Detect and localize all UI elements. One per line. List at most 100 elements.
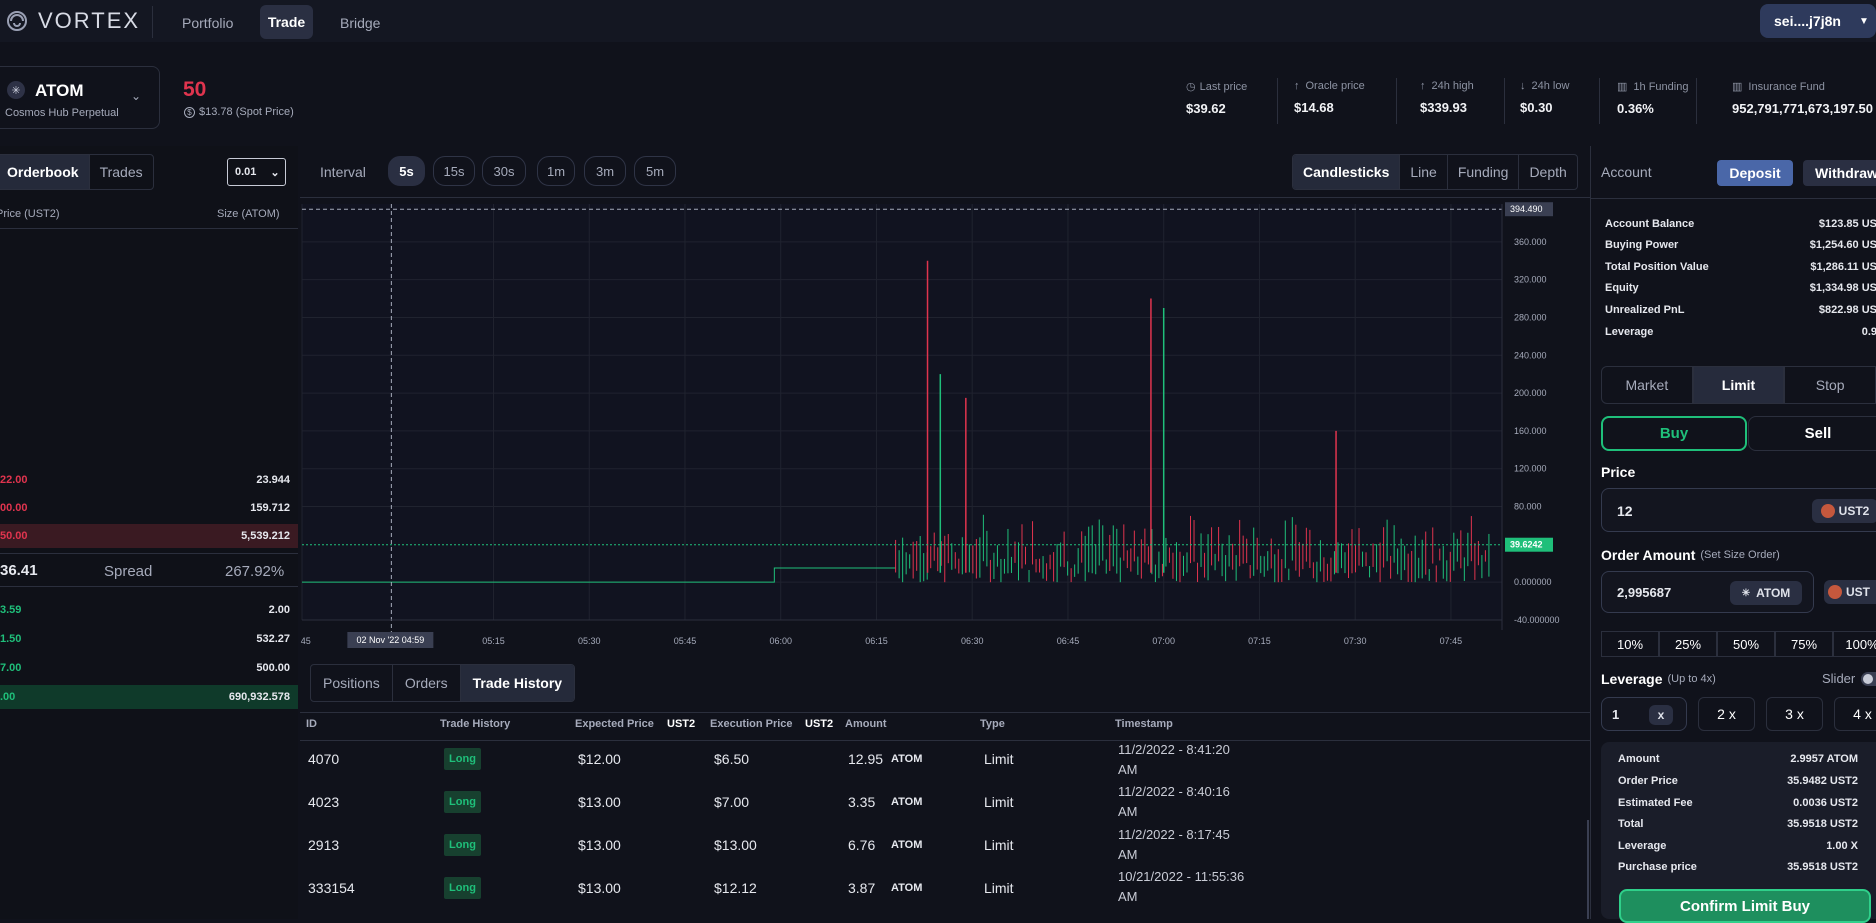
withdraw-button[interactable]: Withdraw	[1803, 160, 1876, 186]
ask-row[interactable]: 22.00 23.944	[0, 474, 290, 486]
tab-trade-history[interactable]: Trade History	[460, 665, 575, 701]
wallet-button[interactable]: sei....j7j8n ▼	[1760, 4, 1876, 38]
percent-10-button[interactable]: 10%	[1601, 631, 1659, 657]
price-value: 12	[1617, 503, 1633, 519]
divider	[1591, 198, 1876, 199]
percent-75-button[interactable]: 75%	[1775, 631, 1833, 657]
bid-row[interactable]: 7.00 500.00	[0, 662, 290, 674]
interval-5s[interactable]: 5s	[388, 156, 425, 186]
x-tick-label: 07:30	[1344, 636, 1367, 646]
deposit-button[interactable]: Deposit	[1717, 160, 1793, 186]
stats-bar: ◷ Last price $39.62 ↑ Oracle price $14.68 …	[1180, 78, 1876, 126]
clock-icon: ◷	[1186, 81, 1196, 93]
leverage-input[interactable]: 1 x	[1601, 697, 1687, 731]
x-tick-label: 05:30	[578, 636, 601, 646]
chart-bg	[302, 204, 1502, 620]
toggle-switch[interactable]	[1861, 671, 1876, 686]
price-input[interactable]: 12 UST2	[1601, 488, 1876, 532]
col-id: ID	[306, 718, 317, 730]
market-selector[interactable]: ✳ ATOM Cosmos Hub Perpetual ⌄	[0, 66, 160, 129]
brand-logo[interactable]: VORTEX	[6, 8, 140, 34]
wallet-address: sei....j7j8n	[1774, 13, 1841, 29]
ust-unit-toggle[interactable]: UST	[1824, 580, 1876, 604]
buy-button[interactable]: Buy	[1601, 416, 1747, 451]
table-scrollbar[interactable]	[1587, 820, 1589, 919]
tab-orders[interactable]: Orders	[393, 665, 461, 701]
unrealized-pnl-row: Unrealized PnL $822.98 US	[1605, 304, 1876, 316]
last-price-tag	[1505, 537, 1553, 552]
bottom-tabs: Positions Orders Trade History	[310, 664, 576, 702]
price-chart[interactable]: 360.000 320.000 280.000 240.000 200.000 160.0…	[293, 200, 1590, 658]
orderbook-tabs: Orderbook Trades	[0, 154, 154, 190]
y-tick-label: 160.000	[1514, 426, 1547, 436]
percent-25-button[interactable]: 25%	[1659, 631, 1717, 657]
stat-divider	[1277, 78, 1278, 124]
buying-power-row: Buying Power $1,254.60 US	[1605, 239, 1876, 251]
percent-50-button[interactable]: 50%	[1717, 631, 1775, 657]
cell-unit: ATOM	[891, 882, 923, 894]
cell-amount: 3.87	[848, 880, 876, 896]
confirm-limit-buy-button[interactable]: Confirm Limit Buy	[1619, 889, 1871, 923]
order-amount-label: Order Amount (Set Size Order)	[1601, 547, 1780, 563]
order-amount-input[interactable]: 2,995687 ✳ ATOM	[1601, 571, 1814, 613]
summary-order-price: Order Price 35.9482 UST2	[1618, 775, 1858, 787]
ask-row[interactable]: 50.00 5,539.212	[0, 524, 298, 548]
leverage-3x-button[interactable]: 3 x	[1766, 697, 1823, 731]
cell-id: 4023	[308, 794, 340, 810]
cell-execution: $7.00	[714, 794, 750, 810]
long-badge: Long	[444, 791, 481, 813]
nav-portfolio[interactable]: Portfolio	[182, 15, 234, 31]
interval-3m[interactable]: 3m	[584, 156, 626, 186]
slider-toggle[interactable]: Slider	[1822, 671, 1876, 686]
sell-button[interactable]: Sell	[1748, 416, 1876, 451]
summary-amount: Amount 2.9957 ATOM	[1618, 753, 1858, 765]
chart-view-tabs: Candlesticks Line Funding Depth	[1292, 154, 1578, 190]
summary-estimated-fee: Estimated Fee 0.0036 UST2	[1618, 797, 1858, 809]
bid-row[interactable]: 1.50 532.27	[0, 633, 290, 645]
ask-row[interactable]: 00.00 159.712	[0, 502, 290, 514]
tab-market[interactable]: Market	[1601, 366, 1693, 404]
nav-trade[interactable]: Trade	[260, 5, 313, 39]
cell-expected: $12.00	[578, 751, 621, 767]
interval-label: Interval	[320, 164, 366, 180]
divider	[0, 228, 298, 229]
account-balance-row: Account Balance $123.85 US	[1605, 218, 1876, 230]
interval-15s[interactable]: 15s	[433, 156, 475, 186]
tab-funding[interactable]: Funding	[1448, 155, 1520, 189]
tab-limit[interactable]: Limit	[1692, 366, 1785, 404]
leverage-4x-button[interactable]: 4 x	[1834, 697, 1876, 731]
nav-bridge[interactable]: Bridge	[340, 15, 381, 31]
percent-100-button[interactable]: 100%	[1833, 631, 1876, 657]
price-line	[302, 567, 896, 583]
stat-24h-low: ↓ 24h low $0.30	[1520, 80, 1570, 115]
dollar-icon: $	[184, 106, 195, 118]
atom-icon: ✳	[1741, 587, 1751, 599]
bid-row[interactable]: .00 690,932.578	[0, 685, 298, 709]
interval-5m[interactable]: 5m	[634, 156, 676, 186]
cell-timestamp: 10/21/2022 - 11:55:36 AM	[1118, 869, 1245, 904]
crosshair-price-tag	[1505, 202, 1553, 217]
col-expected-price: Expected Price	[575, 718, 654, 730]
stat-last-price: ◷ Last price $39.62	[1186, 80, 1248, 117]
tab-depth[interactable]: Depth	[1529, 164, 1567, 180]
interval-1m[interactable]: 1m	[537, 156, 575, 186]
tick-size-select[interactable]: 0.01 ⌄	[227, 158, 286, 186]
tab-line[interactable]: Line	[1400, 155, 1448, 189]
tab-candlesticks[interactable]: Candlesticks	[1293, 155, 1401, 189]
percent-buttons: 10% 25% 50% 75% 100%	[1601, 631, 1876, 657]
candlestick-chart[interactable]: 360.000 320.000 280.000 240.000 200.000 160.0…	[293, 200, 1590, 658]
interval-30s[interactable]: 30s	[482, 156, 526, 186]
tab-orderbook[interactable]: Orderbook	[0, 155, 90, 189]
bid-row[interactable]: 3.59 2.00	[0, 604, 290, 616]
stat-divider	[1396, 78, 1397, 124]
market-price: 50	[183, 78, 207, 101]
y-tick-label: 320.000	[1514, 275, 1547, 285]
tab-positions[interactable]: Positions	[311, 665, 393, 701]
tab-trades[interactable]: Trades	[99, 164, 143, 180]
stat-insurance-fund: ▥ Insurance Fund 952,791,771,673,197.50	[1732, 80, 1873, 117]
y-tick-label: 120.000	[1514, 464, 1547, 474]
cell-expected: $13.00	[578, 880, 621, 896]
tab-stop[interactable]: Stop	[1784, 366, 1876, 404]
leverage-2x-button[interactable]: 2 x	[1698, 697, 1755, 731]
x-tick-label: 06:30	[961, 636, 984, 646]
